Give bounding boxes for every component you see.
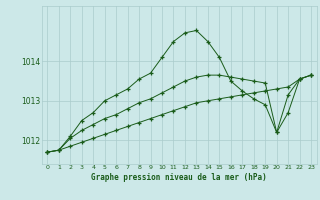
X-axis label: Graphe pression niveau de la mer (hPa): Graphe pression niveau de la mer (hPa) (91, 173, 267, 182)
